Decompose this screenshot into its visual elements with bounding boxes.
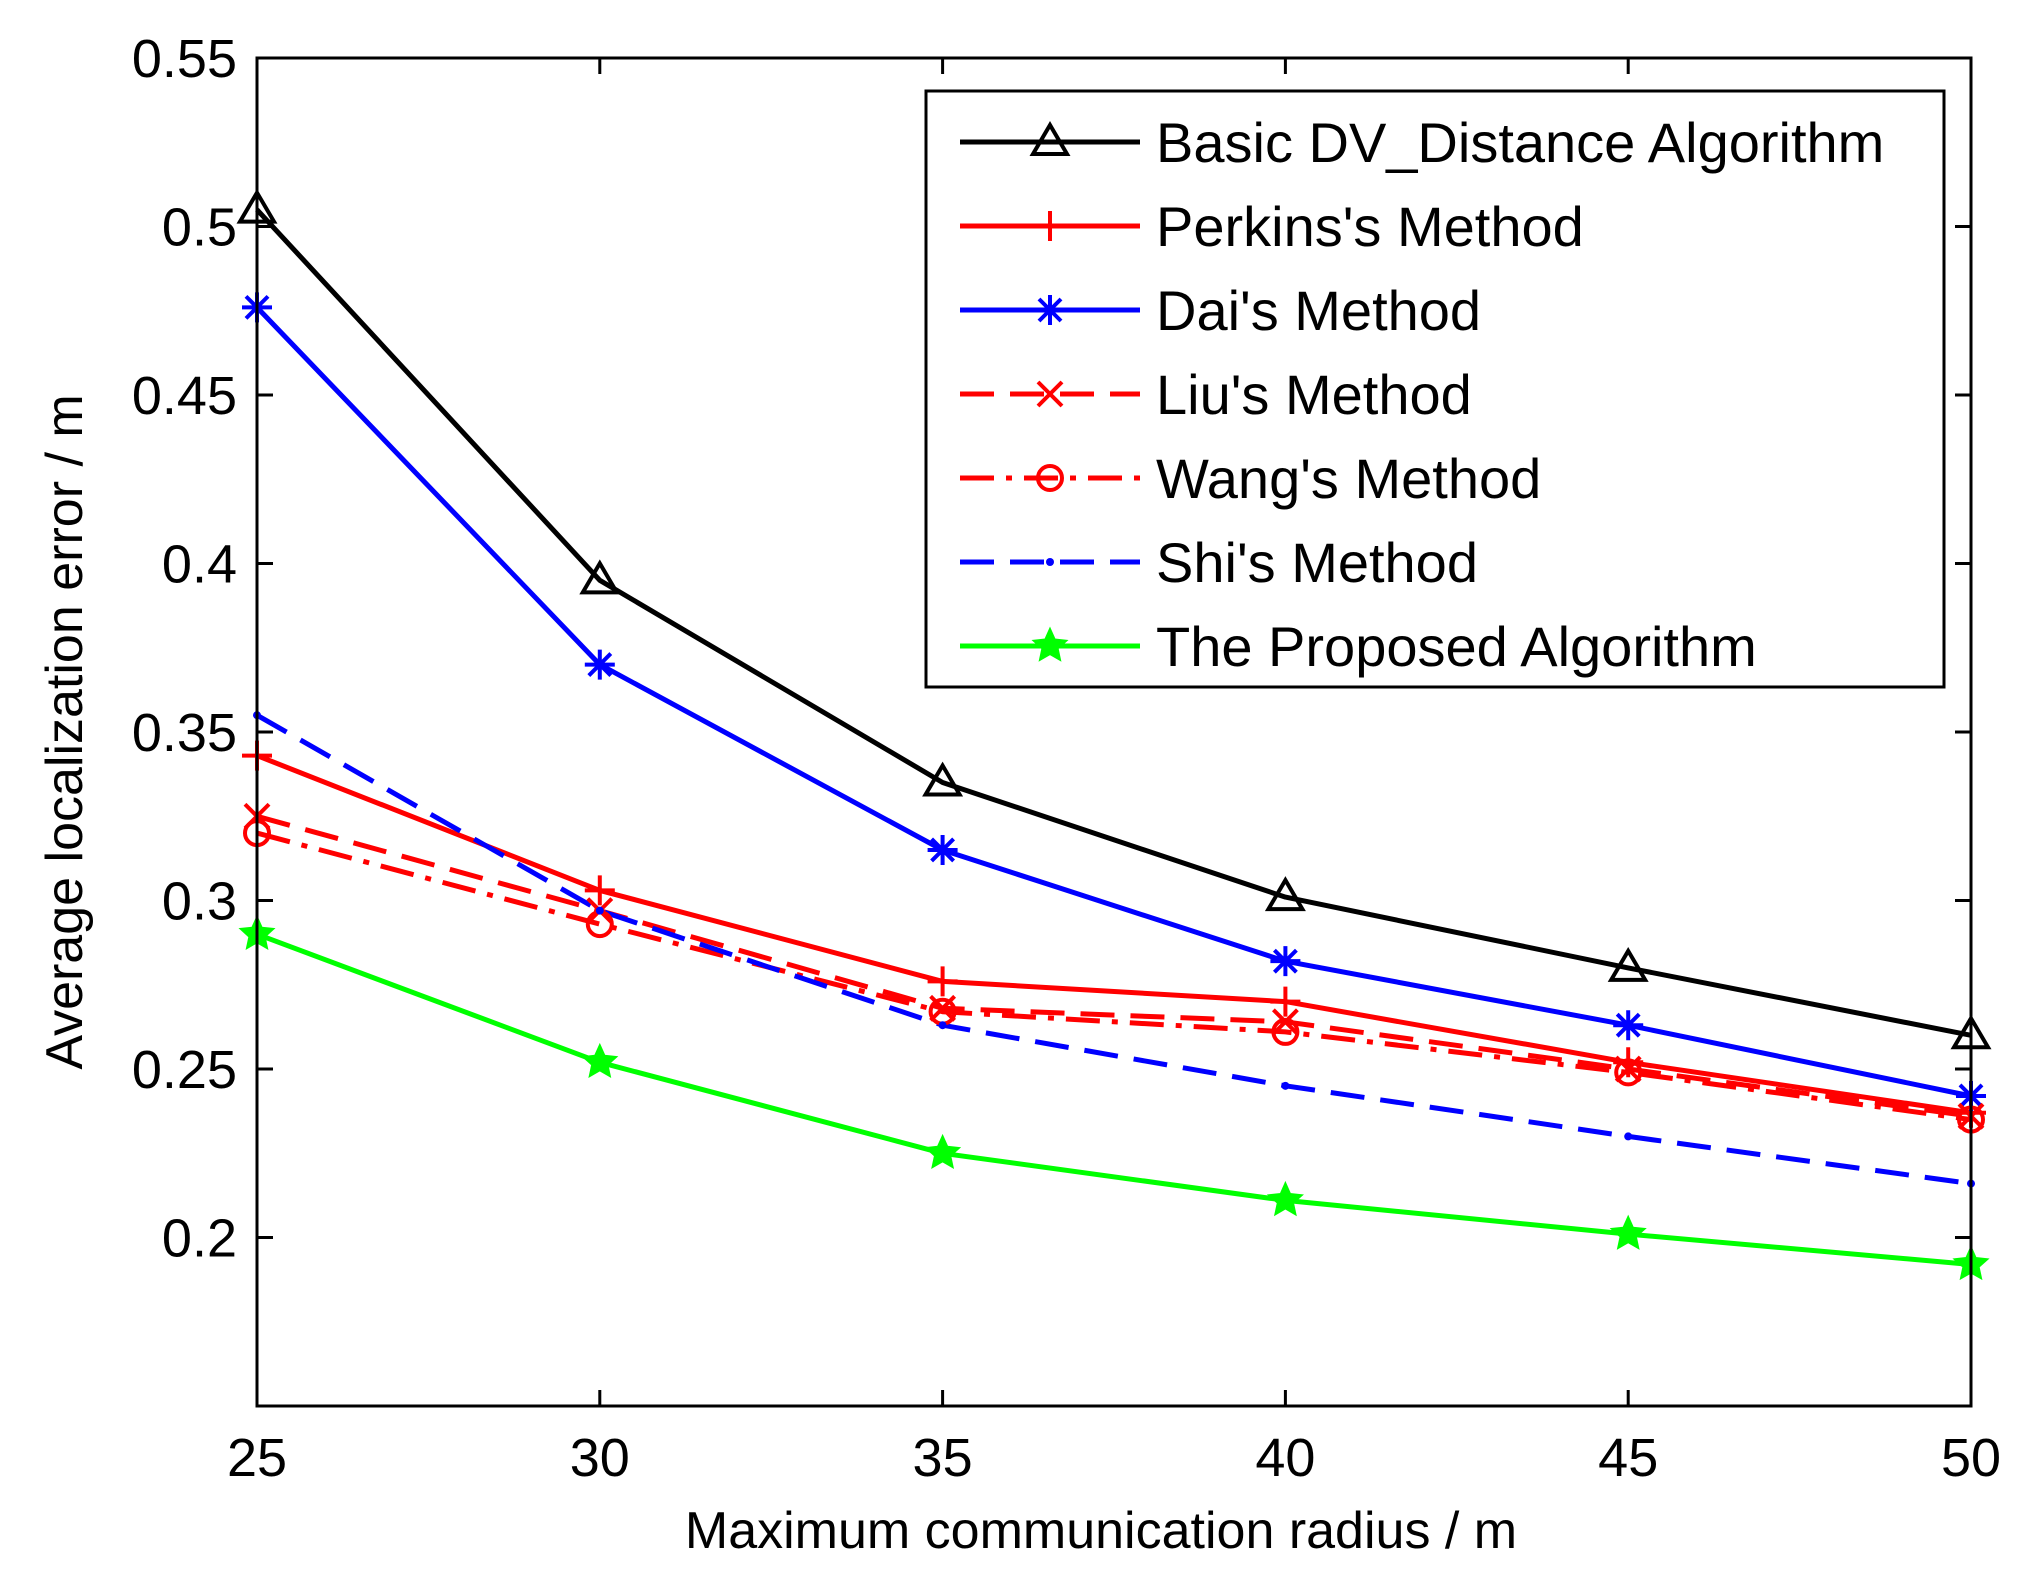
legend-label: Shi's Method (1156, 531, 1478, 594)
data-point-the-proposed-algorithm-30 (581, 1042, 619, 1078)
legend-marker (1046, 558, 1054, 566)
series-line-wang-s-method (256, 830, 1972, 1123)
data-point-shi-s-method-35 (938, 1021, 947, 1030)
series-markers (236, 188, 1992, 1281)
legend-marker (1036, 380, 1064, 408)
legend-item-the-proposed-algorithm: The Proposed Algorithm (960, 615, 1757, 678)
legend-item-liu-s-method: Liu's Method (960, 363, 1472, 426)
legend-label: Liu's Method (1156, 363, 1472, 426)
legend-label: Basic DV_Distance Algorithm (1156, 111, 1884, 174)
data-point-basic-dv-distance-algorithm-35 (922, 761, 964, 797)
data-point-the-proposed-algorithm-45 (1609, 1214, 1647, 1250)
data-point-basic-dv-distance-algorithm-45 (1607, 946, 1649, 982)
data-point-the-proposed-algorithm-40 (1266, 1180, 1304, 1217)
series-line-shi-s-method (255, 713, 1972, 1187)
series-line-the-proposed-algorithm (256, 931, 1972, 1267)
series-lines (255, 208, 1972, 1267)
data-point-dai-s-method-35 (927, 834, 958, 865)
y-axis-title: Average localization error / m (36, 394, 94, 1069)
y-tick-label: 0.55 (132, 29, 237, 89)
y-tick-label: 0.5 (162, 198, 237, 258)
y-tick-label: 0.35 (132, 703, 237, 763)
y-tick-label: 0.3 (162, 872, 237, 932)
legend-marker (1036, 464, 1064, 492)
series-line-basic-dv-distance-algorithm (255, 208, 1972, 1038)
data-point-wang-s-method-40 (1271, 1017, 1300, 1046)
legend-item-perkins-s-method: Perkins's Method (960, 195, 1584, 258)
y-tick-label: 0.25 (132, 1040, 237, 1100)
x-tick-label: 35 (913, 1428, 973, 1488)
legend-marker (1035, 295, 1065, 325)
legend-label: Perkins's Method (1156, 195, 1584, 258)
data-point-dai-s-method-40 (1270, 946, 1301, 977)
x-tick-label: 25 (227, 1428, 287, 1488)
axis-ticks: 25 30 35 40 45 50 0.2 0.25 0.3 0.35 0.4 0.45 0.5 0.55 (132, 29, 2001, 1488)
x-tick-label: 50 (1941, 1428, 2001, 1488)
legend-label: Wang's Method (1156, 447, 1541, 510)
data-point-basic-dv-distance-algorithm-40 (1264, 876, 1306, 912)
series-line-liu-s-method (256, 813, 1972, 1119)
data-point-shi-s-method-40 (1281, 1081, 1290, 1090)
data-point-perkins-s-method-30 (584, 875, 615, 906)
data-point-perkins-s-method-35 (927, 966, 958, 997)
legend-item-basic-dv-distance-algorithm: Basic DV_Distance Algorithm (960, 111, 1884, 174)
data-point-perkins-s-method-40 (1270, 986, 1301, 1017)
legend-label: The Proposed Algorithm (1156, 615, 1757, 678)
x-tick-label: 40 (1255, 1428, 1315, 1488)
y-tick-label: 0.45 (132, 366, 237, 426)
data-point-dai-s-method-45 (1613, 1010, 1644, 1041)
legend-label: Dai's Method (1156, 279, 1481, 342)
x-tick-label: 45 (1598, 1428, 1658, 1488)
legend-marker (1035, 211, 1065, 241)
legend: Basic DV_Distance Algorithm Perkins's Met… (924, 89, 1946, 689)
legend-item-dai-s-method: Dai's Method (960, 279, 1481, 342)
data-point-the-proposed-algorithm-35 (924, 1133, 962, 1169)
legend-marker (1031, 626, 1069, 662)
x-axis-title: Maximum communication radius / m (685, 1502, 1517, 1560)
legend-item-wang-s-method: Wang's Method (960, 447, 1541, 510)
data-point-shi-s-method-45 (1624, 1132, 1633, 1141)
legend-marker (1029, 121, 1071, 156)
legend-box (924, 89, 1946, 689)
y-tick-label: 0.4 (162, 535, 237, 595)
series-line-perkins-s-method (256, 753, 1972, 1116)
data-point-shi-s-method-30 (595, 906, 604, 915)
data-point-basic-dv-distance-algorithm-30 (579, 559, 621, 595)
legend-item-shi-s-method: Shi's Method (960, 531, 1478, 594)
data-point-wang-s-method-45 (1614, 1058, 1643, 1087)
data-point-dai-s-method-30 (584, 649, 615, 680)
series-line-dai-s-method (255, 305, 1972, 1099)
x-tick-label: 30 (570, 1428, 630, 1488)
y-tick-label: 0.2 (162, 1209, 237, 1269)
